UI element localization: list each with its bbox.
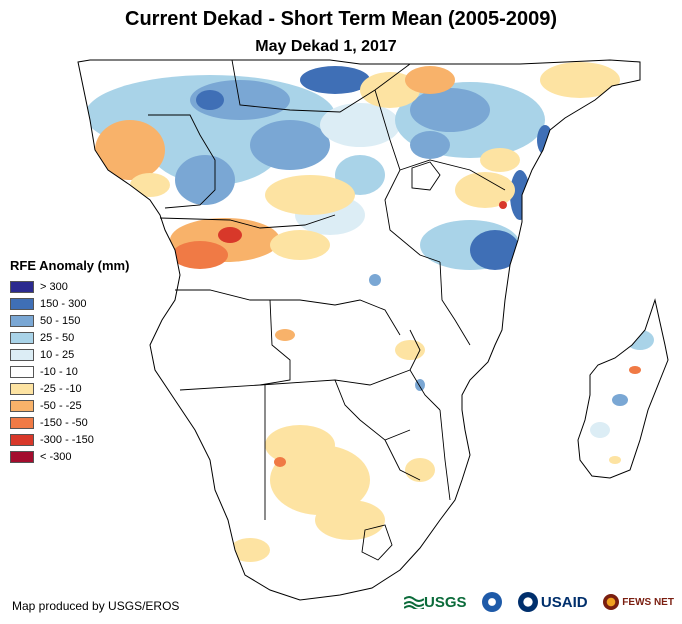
legend-label: 150 - 300 xyxy=(40,297,87,310)
anomaly-blob xyxy=(265,425,335,465)
usgs-wave-icon xyxy=(404,596,424,609)
anomaly-blob xyxy=(274,457,286,467)
noaa-seal-icon xyxy=(482,592,503,612)
anomaly-blob xyxy=(218,227,242,243)
legend-item: -25 - -10 xyxy=(10,380,129,397)
legend-label: > 300 xyxy=(40,280,68,293)
anomaly-blob xyxy=(455,172,515,208)
madagascar-anomaly-field xyxy=(590,330,654,464)
anomaly-blob xyxy=(172,241,228,269)
anomaly-blob xyxy=(250,120,330,170)
anomaly-blob xyxy=(130,173,170,197)
legend-title: RFE Anomaly (mm) xyxy=(10,258,130,273)
legend-swatch xyxy=(10,433,34,446)
anomaly-blob xyxy=(405,66,455,94)
anomaly-blob xyxy=(629,366,641,374)
usaid-logo: USAID xyxy=(517,592,588,612)
anomaly-blob xyxy=(609,456,621,464)
agency-logos: USGS USAID FEWS NET xyxy=(404,588,674,616)
usaid-logo-text: USAID xyxy=(540,593,588,611)
anomaly-blob xyxy=(315,500,385,540)
anomaly-blob xyxy=(470,230,520,270)
mainland-anomaly-field xyxy=(85,62,620,562)
legend: RFE Anomaly (mm) > 300 150 - 300 50 - 15… xyxy=(10,258,129,465)
map-credit: Map produced by USGS/EROS xyxy=(12,599,180,613)
fews-net-emblem-icon xyxy=(603,594,620,610)
legend-item: -150 - -50 xyxy=(10,414,129,431)
legend-swatch xyxy=(10,297,34,310)
madagascar-coastline xyxy=(577,298,669,479)
legend-item: < -300 xyxy=(10,448,129,465)
anomaly-blob xyxy=(230,538,270,562)
usgs-logo-text: USGS xyxy=(424,593,467,611)
country-borders xyxy=(148,59,506,520)
legend-label: 50 - 150 xyxy=(40,314,81,327)
lake-victoria xyxy=(411,161,441,191)
legend-swatch xyxy=(10,314,34,327)
legend-swatch xyxy=(10,331,34,344)
anomaly-blob xyxy=(480,148,520,172)
usgs-logo: USGS xyxy=(404,594,467,611)
anomaly-blob xyxy=(190,80,290,120)
anomaly-blob xyxy=(275,329,295,341)
anomaly-blob xyxy=(410,131,450,159)
legend-item: -10 - 10 xyxy=(10,363,129,380)
legend-label: -150 - -50 xyxy=(40,416,88,429)
mainland-coastline xyxy=(77,59,641,601)
anomaly-blob xyxy=(270,230,330,260)
anomaly-blob xyxy=(265,175,355,215)
anomaly-blob xyxy=(369,274,381,286)
legend-label: -10 - 10 xyxy=(40,365,78,378)
fews-net-logo-text: FEWS NET xyxy=(622,596,674,608)
legend-item: > 300 xyxy=(10,278,129,295)
anomaly-blob xyxy=(320,103,400,147)
anomaly-blob xyxy=(612,394,628,406)
fews-net-logo: FEWS NET xyxy=(603,594,674,610)
legend-item: 50 - 150 xyxy=(10,312,129,329)
anomaly-blob xyxy=(410,88,490,132)
legend-label: -25 - -10 xyxy=(40,382,82,395)
legend-item: 25 - 50 xyxy=(10,329,129,346)
legend-swatch xyxy=(10,416,34,429)
legend-label: 25 - 50 xyxy=(40,331,75,344)
legend-label: < -300 xyxy=(40,450,72,463)
anomaly-blob xyxy=(590,422,610,438)
anomaly-blob xyxy=(95,120,165,180)
legend-label: -50 - -25 xyxy=(40,399,82,412)
legend-item: 150 - 300 xyxy=(10,295,129,312)
legend-swatch xyxy=(10,450,34,463)
usaid-seal-icon xyxy=(517,592,538,612)
anomaly-blob xyxy=(540,62,620,98)
anomaly-blob xyxy=(405,458,435,482)
anomaly-blob xyxy=(360,72,420,108)
legend-item: -50 - -25 xyxy=(10,397,129,414)
legend-swatch xyxy=(10,399,34,412)
legend-swatch xyxy=(10,348,34,361)
anomaly-blob xyxy=(196,90,224,110)
map-title: Current Dekad - Short Term Mean (2005-20… xyxy=(125,8,557,30)
legend-label: 10 - 25 xyxy=(40,348,75,361)
anomaly-blob xyxy=(300,66,370,94)
legend-swatch xyxy=(10,280,34,293)
legend-swatch xyxy=(10,382,34,395)
legend-item: 10 - 25 xyxy=(10,346,129,363)
lesotho-border xyxy=(361,524,393,561)
map-subtitle: May Dekad 1, 2017 xyxy=(255,38,397,55)
anomaly-blob xyxy=(499,201,507,209)
legend-item: -300 - -150 xyxy=(10,431,129,448)
legend-swatch xyxy=(10,365,34,378)
anomaly-blob xyxy=(175,155,235,205)
legend-label: -300 - -150 xyxy=(40,433,94,446)
